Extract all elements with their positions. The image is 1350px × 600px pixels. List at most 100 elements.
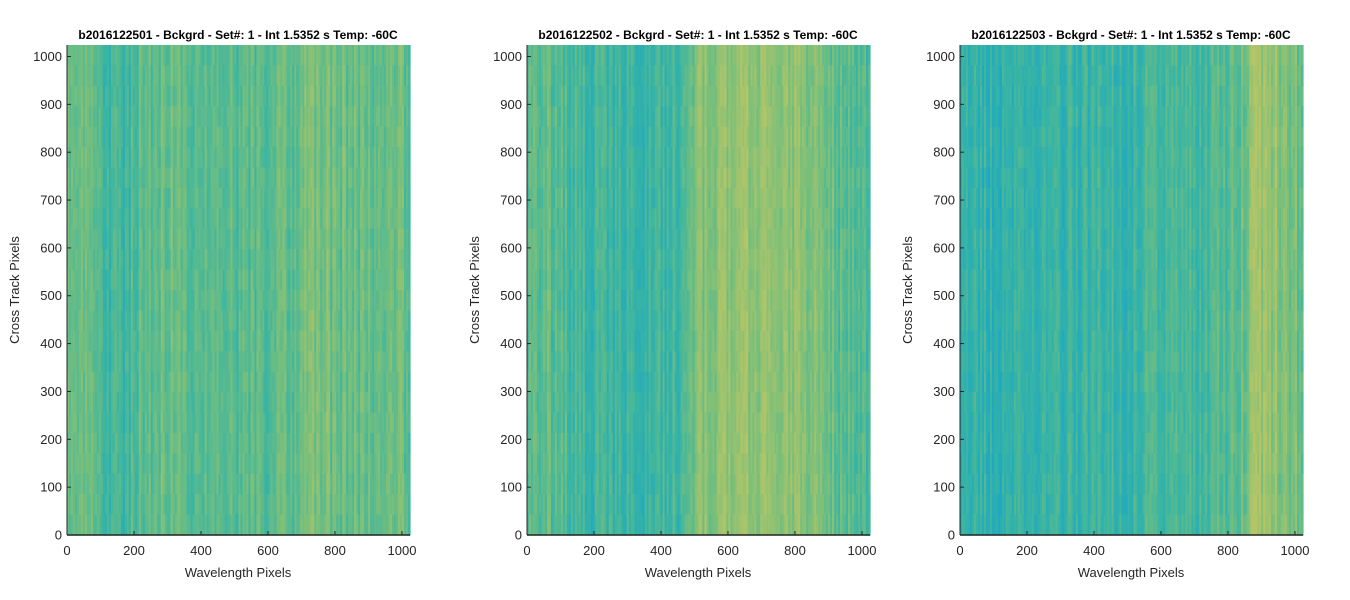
heatmap-cell (292, 412, 295, 434)
heatmap-cell (172, 187, 176, 209)
heatmap-cell (164, 167, 168, 189)
heatmap-cell (164, 269, 168, 291)
heatmap-cell (344, 330, 347, 352)
heatmap-cell (210, 85, 214, 107)
heatmap-cell (174, 514, 178, 536)
heatmap-cell (320, 371, 323, 393)
heatmap-cell (246, 126, 250, 148)
heatmap-cell (310, 453, 313, 475)
heatmap-cell (402, 473, 405, 495)
heatmap-cell (82, 330, 86, 352)
heatmap-cell (316, 269, 319, 291)
heatmap-cell (204, 310, 208, 332)
heatmap-cell (300, 494, 303, 516)
heatmap-cell (402, 290, 405, 312)
heatmap-cell (344, 473, 347, 495)
heatmap-cell (278, 392, 281, 414)
heatmap-cell (250, 310, 254, 332)
heatmap-cell (210, 310, 214, 332)
heatmap-cell (252, 208, 256, 230)
heatmap-cell (206, 249, 210, 271)
heatmap-cell (348, 392, 351, 414)
heatmap-cell (228, 392, 232, 414)
heatmap-cell (200, 473, 204, 495)
heatmap-cell (88, 208, 92, 230)
heatmap-cell (206, 228, 210, 250)
heatmap-cell (276, 167, 279, 189)
heatmap-cell (142, 85, 146, 107)
heatmap-cell (374, 249, 377, 271)
heatmap-cell (390, 453, 393, 475)
heatmap-cell (146, 473, 150, 495)
heatmap-cell (166, 249, 170, 271)
heatmap-cell (298, 85, 301, 107)
heatmap-cell (132, 412, 136, 434)
heatmap-cell (174, 208, 178, 230)
heatmap-cell (260, 330, 264, 352)
heatmap-cell (402, 126, 405, 148)
heatmap-cell (98, 371, 102, 393)
heatmap-cell (86, 269, 90, 291)
heatmap-cell (262, 432, 266, 454)
heatmap-cell (136, 106, 140, 128)
heatmap-cell (408, 147, 411, 169)
heatmap-cell (94, 106, 98, 128)
heatmap-cell (220, 453, 224, 475)
heatmap-cell (220, 167, 224, 189)
heatmap-cell (68, 228, 72, 250)
heatmap-cell (178, 351, 182, 373)
heatmap-cell (80, 167, 84, 189)
heatmap-cell (116, 187, 120, 209)
heatmap-cell (388, 208, 391, 230)
heatmap-cell (228, 371, 232, 393)
heatmap-cell (366, 453, 369, 475)
heatmap-cell (240, 330, 244, 352)
heatmap-cell (248, 330, 252, 352)
heatmap-cell (264, 208, 268, 230)
heatmap-cell (192, 432, 196, 454)
heatmap-cell (282, 473, 285, 495)
heatmap-cell (214, 208, 218, 230)
heatmap-cell (318, 208, 321, 230)
heatmap-cell (254, 392, 258, 414)
heatmap-cell (196, 453, 200, 475)
heatmap-cell (74, 392, 78, 414)
heatmap-cell (280, 45, 283, 67)
heatmap-cell (102, 392, 106, 414)
heatmap-cell (334, 65, 337, 87)
heatmap-cell (294, 167, 297, 189)
heatmap-cell (144, 269, 148, 291)
heatmap-cell (404, 514, 407, 536)
heatmap-cell (288, 147, 291, 169)
heatmap-cell (346, 330, 349, 352)
heatmap-cell (360, 330, 363, 352)
heatmap-cell (218, 65, 222, 87)
heatmap-cell (250, 269, 254, 291)
heatmap-cell (90, 371, 94, 393)
heatmap-cell (272, 65, 275, 87)
heatmap-cell (142, 187, 146, 209)
heatmap-cell (230, 351, 234, 373)
heatmap-cell (316, 310, 319, 332)
heatmap-cell (286, 371, 289, 393)
heatmap-cell (176, 147, 180, 169)
heatmap-cell (268, 351, 271, 373)
heatmap-cell (198, 432, 202, 454)
heatmap-cell (344, 126, 347, 148)
heatmap-cell (74, 85, 78, 107)
heatmap-cell (408, 514, 411, 536)
heatmap-cell (268, 167, 271, 189)
heatmap-cell (358, 249, 361, 271)
heatmap-cell (114, 371, 118, 393)
heatmap-cell (284, 106, 287, 128)
heatmap-cell (266, 167, 270, 189)
heatmap-cell (256, 371, 260, 393)
heatmap-cell (84, 514, 88, 536)
heatmap-cell (372, 208, 375, 230)
heatmap-cell (80, 126, 84, 148)
heatmap-cell (272, 330, 275, 352)
heatmap-cell (242, 45, 246, 67)
heatmap-cell (106, 126, 110, 148)
heatmap-cell (274, 371, 277, 393)
heatmap-cell (312, 65, 315, 87)
